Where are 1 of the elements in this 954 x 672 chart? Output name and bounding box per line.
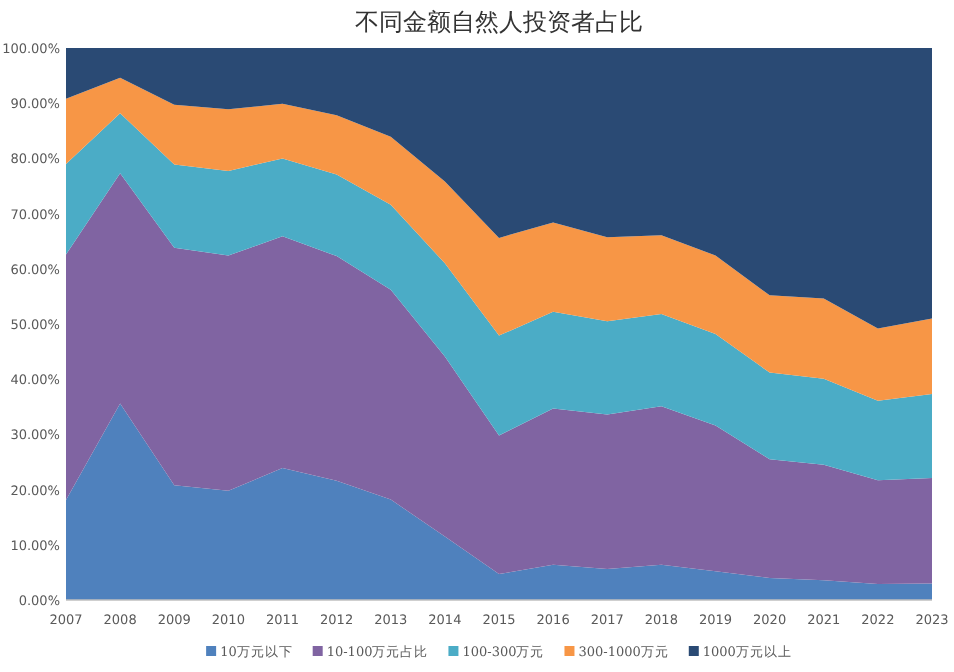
chart-title: 不同金额自然人投资者占比	[355, 8, 643, 36]
